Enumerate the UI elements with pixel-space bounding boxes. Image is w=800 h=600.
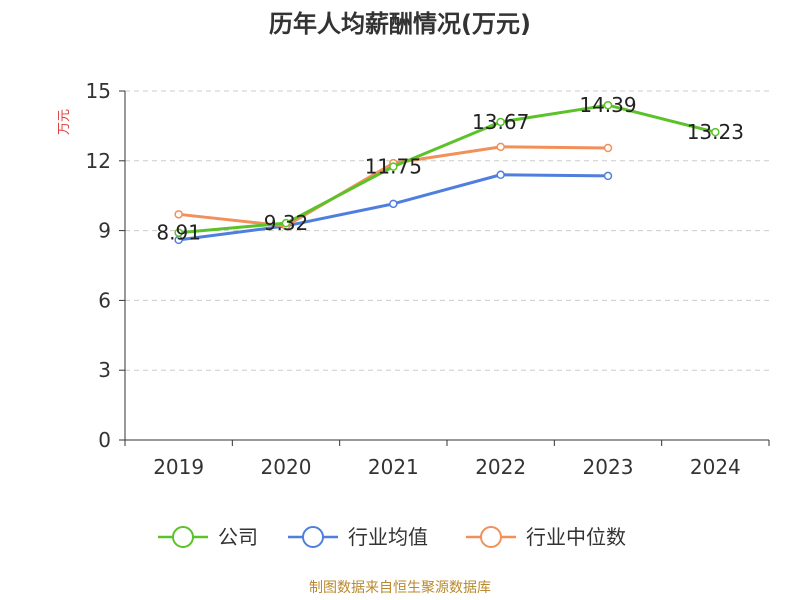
data-point <box>174 210 183 219</box>
legend-label: 公司 <box>218 525 258 549</box>
data-point <box>389 162 398 171</box>
series-2 <box>174 170 613 245</box>
x-tick-label: 2020 <box>261 455 312 479</box>
data-label: 9.32 <box>264 211 309 235</box>
chart-title: 历年人均薪酬情况(万元) <box>269 10 531 38</box>
legend-marker <box>302 526 324 548</box>
series-1 <box>174 100 720 237</box>
legend-item-2[interactable]: 行业均值 <box>288 525 428 549</box>
x-tick-label: 2023 <box>583 455 634 479</box>
data-label: 13.23 <box>687 120 744 144</box>
data-point <box>281 218 291 228</box>
data-label: 8.91 <box>156 221 201 245</box>
legend-item-3[interactable]: 行业中位数 <box>466 525 626 549</box>
y-tick-label: 15 <box>86 79 111 103</box>
y-tick-label: 9 <box>98 219 111 243</box>
grid-lines <box>125 90 769 371</box>
series-line <box>178 103 716 235</box>
source-note: 制图数据来自恒生聚源数据库 <box>309 580 491 596</box>
x-tick-label: 2019 <box>153 455 204 479</box>
axes: 0 3 6 9 12 15 2019 2020 2021 2022 2023 2024 <box>86 79 770 479</box>
y-tick-label: 0 <box>98 428 111 452</box>
data-label: 11.75 <box>365 155 422 179</box>
y-axis-label: 万元 <box>57 109 72 135</box>
legend-marker <box>480 526 502 548</box>
y-tick-label: 3 <box>98 358 111 382</box>
data-point <box>603 100 613 110</box>
legend-item-1[interactable]: 公司 <box>158 525 258 549</box>
data-point <box>496 117 505 127</box>
data-point <box>603 171 613 181</box>
legend-label: 行业中位数 <box>526 525 626 549</box>
data-point <box>174 228 183 237</box>
data-point <box>711 127 720 137</box>
legend-marker <box>172 526 194 548</box>
series-lines <box>174 100 720 245</box>
data-label: 13.67 <box>472 110 529 134</box>
data-point <box>389 199 398 209</box>
x-tick-label: 2022 <box>475 455 526 479</box>
data-labels: 8.91 9.32 11.75 13.67 14.39 13.23 <box>156 93 744 245</box>
data-point <box>496 142 505 152</box>
y-tick-label: 12 <box>86 149 111 173</box>
data-label: 14.39 <box>579 93 636 117</box>
x-tick-label: 2024 <box>690 455 741 479</box>
data-point <box>496 170 505 180</box>
legend[interactable]: 公司 行业均值 行业中位数 <box>158 525 626 549</box>
y-tick-label: 6 <box>98 288 111 312</box>
legend-label: 行业均值 <box>348 525 428 549</box>
data-point <box>603 143 613 153</box>
x-tick-label: 2021 <box>368 455 419 479</box>
